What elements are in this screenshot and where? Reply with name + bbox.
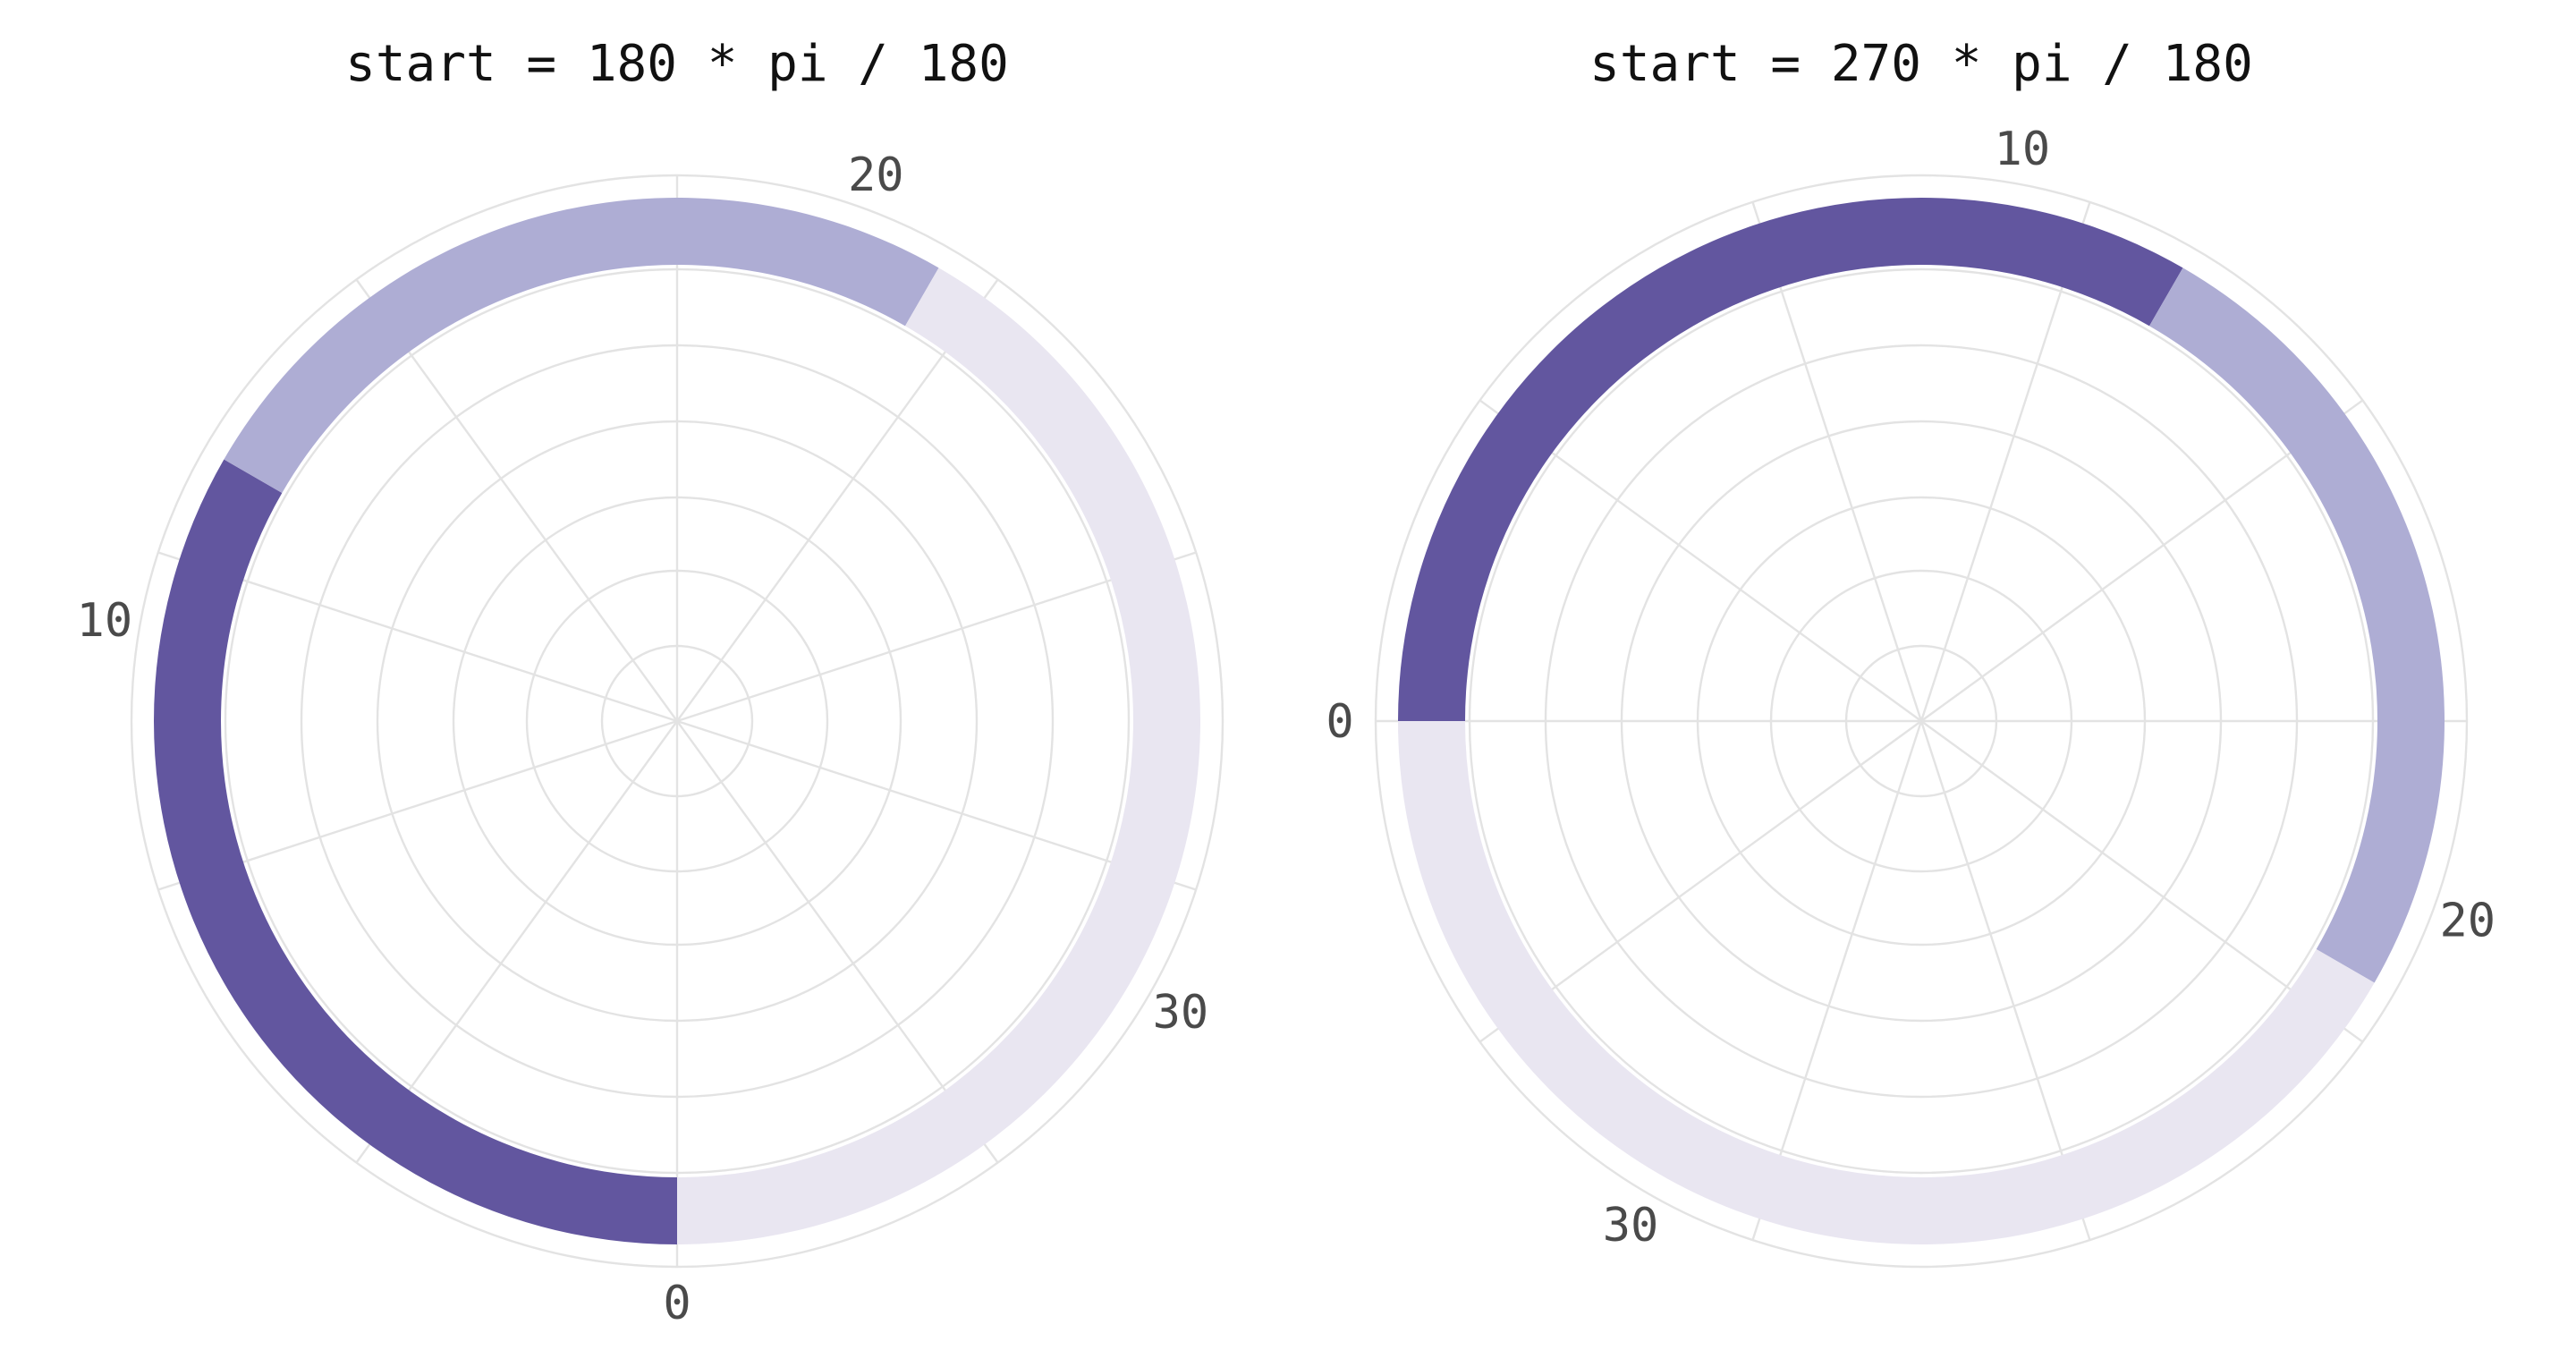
panel-1-title: start = 180 * pi / 180	[345, 35, 1009, 93]
grid-spoke	[1919, 201, 2091, 722]
polar-panel-2: start = 270 * pi / 180 0 10 20 30	[1326, 35, 2496, 1269]
bar-segment	[677, 267, 1200, 1245]
grid-spoke	[1751, 201, 1923, 722]
grid-spoke	[676, 720, 999, 1164]
grid-spoke	[355, 720, 678, 1164]
polar-panel-1: start = 180 * pi / 180 0 10 20 30	[77, 35, 1224, 1330]
panel-2-grid	[1374, 174, 2469, 1269]
theta-tick-label: 10	[1995, 123, 2051, 176]
bar-segment	[2149, 267, 2445, 983]
panel-1-grid	[130, 174, 1224, 1269]
grid-spoke	[1479, 720, 1922, 1043]
grid-spoke	[355, 278, 678, 722]
panel-2-bars	[1398, 198, 2445, 1244]
grid-spoke	[1479, 399, 1922, 722]
bar-segment	[1398, 198, 2183, 722]
theta-tick-label: 0	[1326, 695, 1353, 749]
panel-1-tick-labels: 0 10 20 30	[77, 149, 1209, 1330]
grid-spoke	[676, 719, 1197, 891]
theta-tick-label: 10	[77, 594, 133, 648]
bar-segment	[224, 198, 939, 493]
bar-segment	[1398, 721, 2375, 1244]
panel-2-title: start = 270 * pi / 180	[1589, 35, 2253, 93]
grid-spoke	[1920, 399, 2364, 722]
theta-tick-label: 20	[2439, 894, 2496, 947]
theta-tick-label: 0	[663, 1277, 691, 1330]
theta-tick-label: 30	[1603, 1199, 1659, 1252]
grid-spoke	[157, 719, 678, 891]
grid-spoke	[676, 551, 1197, 723]
grid-spoke	[1920, 720, 2364, 1043]
theta-tick-label: 20	[848, 149, 904, 202]
grid-spoke	[157, 551, 678, 723]
grid-spoke	[1919, 720, 2091, 1241]
grid-spoke	[1751, 720, 1923, 1241]
theta-tick-label: 30	[1153, 986, 1209, 1040]
grid-spoke	[676, 278, 999, 722]
bar-segment	[154, 459, 678, 1244]
panel-1-bars	[154, 198, 1200, 1245]
panel-2-tick-labels: 0 10 20 30	[1326, 123, 2496, 1252]
